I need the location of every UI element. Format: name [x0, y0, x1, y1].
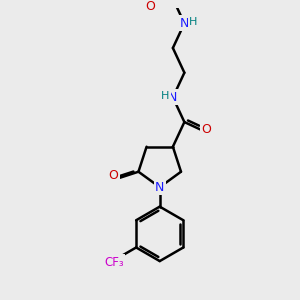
- Text: N: N: [168, 91, 178, 104]
- Text: N: N: [180, 17, 189, 30]
- Text: O: O: [108, 169, 118, 182]
- Text: H: H: [161, 92, 169, 101]
- Text: H: H: [189, 17, 197, 27]
- Text: CF₃: CF₃: [104, 256, 124, 268]
- Text: O: O: [201, 123, 211, 136]
- Text: O: O: [145, 0, 155, 13]
- Text: N: N: [155, 181, 164, 194]
